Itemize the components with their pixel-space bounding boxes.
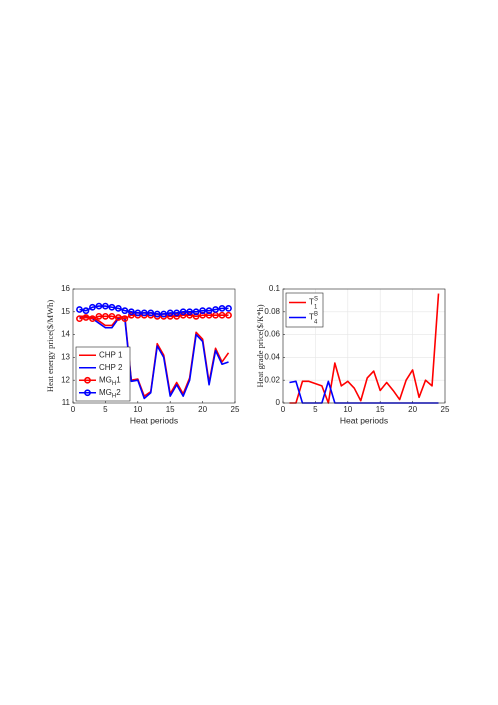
y-tick-label: 0 bbox=[276, 398, 281, 407]
legend-suffix: 2 bbox=[116, 388, 121, 397]
marker bbox=[179, 311, 187, 319]
axes-frame bbox=[282, 288, 446, 404]
legend-subscript: H bbox=[112, 380, 116, 386]
marker bbox=[192, 308, 200, 316]
series-line bbox=[79, 316, 229, 400]
y-tick-label: 16 bbox=[61, 284, 70, 293]
legend-name: MG bbox=[99, 388, 112, 397]
legend-marker bbox=[84, 376, 91, 384]
legend-box bbox=[285, 292, 324, 328]
marker bbox=[114, 314, 122, 321]
marker bbox=[205, 307, 213, 315]
legend-label: TB 4 bbox=[309, 311, 318, 325]
y-tick-label: 0.06 bbox=[264, 330, 280, 339]
marker bbox=[121, 315, 129, 323]
marker bbox=[102, 302, 109, 310]
y-axis-label: Heat grade price($/K*h) bbox=[255, 304, 265, 387]
marker bbox=[186, 308, 194, 316]
legend-label: MGH2 bbox=[99, 388, 121, 399]
marker bbox=[225, 311, 232, 319]
marker bbox=[114, 304, 122, 312]
marker bbox=[95, 302, 103, 310]
x-tick-label: 0 bbox=[71, 405, 76, 414]
marker bbox=[160, 310, 168, 318]
x-tick-label: 15 bbox=[166, 405, 175, 414]
y-tick-label: 0.04 bbox=[264, 353, 280, 362]
x-tick-label: 25 bbox=[231, 405, 240, 414]
y-tick-label: 0.08 bbox=[264, 307, 280, 316]
x-tick-label: 0 bbox=[281, 405, 286, 414]
marker bbox=[134, 309, 142, 317]
marker bbox=[166, 309, 174, 317]
legend-label: TS 1 bbox=[309, 296, 318, 310]
marker bbox=[76, 306, 83, 313]
marker bbox=[212, 306, 219, 313]
legend-superscript: B bbox=[314, 311, 318, 317]
y-axis-label: Heat energy price($/MWh) bbox=[45, 300, 55, 393]
x-axis-label: Heat periods bbox=[340, 415, 388, 425]
x-tick-label: 20 bbox=[408, 405, 417, 414]
legend-marker bbox=[84, 389, 91, 397]
marker bbox=[76, 315, 83, 323]
legend-name: CHP 1 bbox=[99, 350, 123, 359]
marker bbox=[179, 308, 187, 316]
marker bbox=[102, 312, 109, 320]
x-tick-label: 15 bbox=[376, 405, 385, 414]
marker bbox=[218, 304, 226, 312]
y-tick-label: 14 bbox=[61, 330, 70, 339]
legend-name: T bbox=[309, 298, 314, 307]
y-tick-label: 13 bbox=[61, 353, 70, 362]
legend-label: CHP 1 bbox=[99, 350, 123, 359]
legend-suffix: 1 bbox=[116, 375, 121, 384]
marker bbox=[121, 307, 129, 315]
legend-label: MGH1 bbox=[99, 375, 121, 386]
marker bbox=[108, 303, 116, 311]
legend-name: T bbox=[309, 313, 314, 322]
marker bbox=[82, 314, 90, 321]
marker bbox=[173, 309, 181, 317]
y-tick-label: 15 bbox=[61, 307, 70, 316]
marker bbox=[95, 312, 103, 320]
marker bbox=[166, 312, 174, 320]
legend-name: MG bbox=[99, 375, 112, 384]
y-tick-label: 11 bbox=[62, 398, 71, 407]
x-tick-label: 10 bbox=[133, 405, 142, 414]
marker bbox=[127, 311, 135, 319]
series-line bbox=[289, 293, 440, 404]
legend-subscript: 4 bbox=[314, 319, 318, 325]
marker bbox=[127, 308, 135, 316]
marker bbox=[218, 311, 226, 319]
y-tick-label: 0.02 bbox=[264, 375, 280, 384]
marker bbox=[82, 307, 90, 315]
marker bbox=[147, 309, 155, 317]
marker bbox=[153, 310, 161, 318]
x-tick-label: 20 bbox=[198, 405, 207, 414]
y-tick-label: 0.1 bbox=[269, 284, 281, 293]
marker bbox=[89, 315, 96, 323]
marker bbox=[173, 312, 181, 320]
x-tick-label: 10 bbox=[343, 405, 352, 414]
marker bbox=[186, 311, 194, 319]
legend-name: CHP 2 bbox=[99, 363, 123, 372]
marker bbox=[199, 307, 206, 315]
legend-subscript: 1 bbox=[314, 304, 318, 310]
y-tick-label: 12 bbox=[61, 375, 70, 384]
marker bbox=[108, 312, 116, 320]
x-tick-label: 5 bbox=[313, 405, 318, 414]
x-tick-label: 5 bbox=[103, 405, 108, 414]
x-tick-label: 25 bbox=[441, 405, 450, 414]
legend-subscript: H bbox=[112, 393, 116, 399]
marker bbox=[89, 303, 96, 311]
marker bbox=[140, 309, 148, 317]
legend-superscript: S bbox=[314, 296, 318, 302]
legend-label: CHP 2 bbox=[99, 363, 123, 372]
axes-frame bbox=[72, 288, 236, 404]
marker bbox=[225, 304, 232, 312]
x-axis-label: Heat periods bbox=[130, 415, 178, 425]
